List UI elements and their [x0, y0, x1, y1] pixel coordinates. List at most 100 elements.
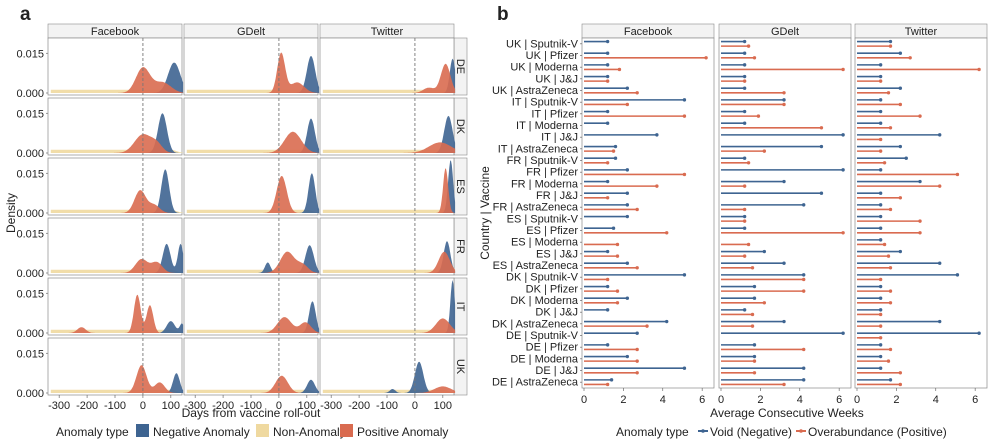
x-tick-label: 4 [933, 394, 939, 406]
lollipop-dot-void [955, 273, 960, 277]
category-label: UK | Pfizer [526, 50, 579, 62]
lollipop-dot-overabundance [888, 44, 893, 48]
lollipop-dot-void [878, 203, 883, 207]
lollipop-panel [854, 37, 988, 389]
strip-row-label: UK [454, 359, 466, 375]
lollipop-dot-void [605, 249, 610, 254]
category-label: DE | AstraZeneca [492, 377, 579, 389]
lollipop-panel [581, 37, 715, 389]
y-tick-label: 0.015 [16, 48, 44, 60]
lollipop-dot-overabundance [878, 79, 883, 83]
lollipop-dot-overabundance [782, 382, 786, 387]
category-label: DE | Sputnik-V [506, 330, 579, 342]
legend-b-label-over: Overabundance (Positive) [808, 425, 947, 439]
lollipop-dot-overabundance [878, 137, 883, 142]
lollipop-dot-void [819, 144, 824, 149]
lollipop-dot-overabundance [898, 102, 903, 107]
lollipop-dot-void [605, 74, 610, 79]
lollipop-dot-void [878, 366, 883, 370]
x-tick-label: -300 [48, 400, 70, 412]
category-label: DK | J&J [535, 307, 578, 319]
lollipop-dot-overabundance [888, 207, 893, 212]
y-tick-label: 0.000 [16, 148, 44, 160]
lollipop-dot-void [878, 354, 883, 359]
lollipop-dot-void [878, 98, 883, 102]
legend-b-label-void: Void (Negative) [710, 425, 792, 439]
lollipop-dot-overabundance [746, 242, 751, 247]
lollipop-dot-void [841, 331, 845, 335]
lollipop-dot-overabundance [878, 149, 883, 153]
category-label: IT | AstraZeneca [498, 143, 579, 155]
lollipop-dot-overabundance [742, 184, 747, 188]
y-tick-label: 0.015 [16, 288, 44, 300]
category-label: ES | Moderna [511, 237, 579, 249]
lollipop-dot-void [782, 98, 786, 102]
lollipop-dot-overabundance [635, 266, 639, 270]
lollipop-dot-overabundance [819, 126, 824, 130]
lollipop-dot-void [625, 191, 630, 195]
lollipop-dot-void [611, 226, 616, 230]
category-label: DK | Sputnik-V [506, 272, 579, 284]
category-label: ES | J&J [536, 248, 578, 260]
density-area-positive-anomaly [322, 63, 456, 93]
density-area-negative-anomaly [50, 373, 184, 393]
density-area-negative-anomaly [186, 379, 320, 393]
lollipop-dot-void [742, 121, 747, 125]
category-label: DE | Pfizer [526, 342, 579, 354]
density-area-non-anomaly [322, 209, 456, 213]
y-tick-label: 0.000 [16, 208, 44, 220]
density-area-positive-anomaly [50, 365, 184, 393]
y-tick-label: 0.000 [16, 388, 44, 400]
lollipop-dot-void [888, 39, 893, 44]
lollipop-dot-overabundance [615, 289, 620, 293]
lollipop-dot-overabundance [756, 114, 761, 118]
x-tick-label: 2 [893, 394, 899, 406]
lollipop-dot-void [802, 273, 806, 277]
lollipop-dot-overabundance [617, 67, 622, 72]
category-label: DK | AstraZeneca [492, 318, 579, 330]
lollipop-dot-void [605, 109, 610, 114]
category-label: FR | AstraZeneca [493, 202, 579, 214]
legend-a-label-negative: Negative Anomaly [153, 425, 250, 439]
lollipop-dot-overabundance [888, 289, 893, 293]
density-area-positive-anomaly [186, 251, 320, 273]
lollipop-dot-void [841, 168, 845, 172]
density-area-positive-anomaly [322, 168, 456, 213]
y-tick-label: 0.015 [16, 348, 44, 360]
legend-b: Anomaly type Void (Negative) Overabundan… [616, 425, 947, 439]
density-area-non-anomaly [322, 269, 456, 273]
category-label: UK | Moderna [510, 62, 579, 74]
lollipop-dot-overabundance [635, 371, 639, 375]
panel-b-label: b [497, 4, 509, 25]
density-area-non-anomaly [322, 329, 456, 333]
lollipop-dot-overabundance [605, 79, 610, 83]
lollipop-dot-void [802, 378, 806, 382]
density-area-positive-anomaly [50, 190, 184, 213]
legend-a-title: Anomaly type [56, 425, 129, 439]
lollipop-dot-overabundance [752, 359, 757, 363]
lollipop-dot-void [898, 86, 903, 90]
x-tick-label: 0 [718, 394, 724, 406]
lollipop-dot-void [742, 109, 747, 114]
density-area-negative-anomaly [186, 173, 320, 213]
density-area-positive-anomaly [50, 294, 184, 333]
lollipop-dot-overabundance [802, 277, 806, 282]
lollipop-dot-overabundance [611, 149, 616, 153]
y-tick-label: 0.000 [16, 268, 44, 280]
x-tick-label: 0 [581, 394, 587, 406]
lollipop-dot-void [878, 296, 883, 300]
lollipop-dot-overabundance [645, 324, 649, 328]
lollipop-dot-overabundance [898, 382, 903, 387]
category-label: DK | Pfizer [526, 283, 579, 295]
lollipop-dot-void [878, 308, 883, 312]
strip-col-label: Twitter [905, 26, 938, 38]
lollipop-dot-void [878, 238, 883, 242]
strip-row-label: DE [454, 59, 466, 74]
lollipop-dot-void [782, 179, 786, 184]
lollipop-panel [718, 37, 852, 389]
lollipop-dot-overabundance [742, 219, 747, 223]
density-area-positive-anomaly [322, 318, 456, 333]
lollipop-dot-void [605, 51, 610, 55]
density-area-negative-anomaly [50, 113, 184, 153]
lollipop-dot-overabundance [782, 91, 786, 95]
